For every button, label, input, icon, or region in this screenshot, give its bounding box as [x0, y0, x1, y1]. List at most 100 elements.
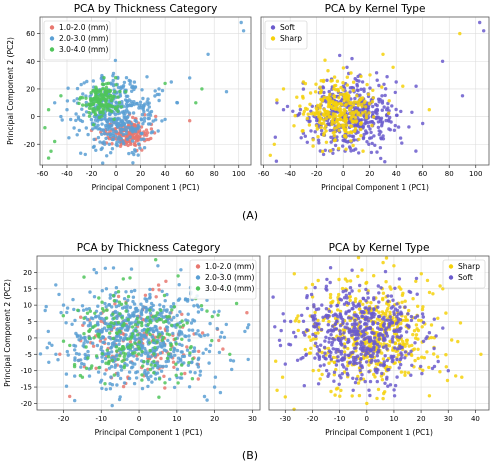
scatter-point	[102, 76, 106, 80]
scatter-point	[382, 336, 387, 340]
scatter-point	[341, 125, 345, 129]
scatter-point	[421, 339, 426, 343]
scatter-point	[320, 350, 324, 355]
legend-box	[442, 259, 486, 289]
scatter-point	[135, 102, 139, 106]
scatter-point	[187, 334, 191, 338]
scatter-point	[404, 330, 409, 334]
scatter-point	[46, 156, 51, 160]
scatter-point	[383, 160, 387, 164]
scatter-point	[366, 124, 371, 128]
scatter-point	[125, 105, 129, 109]
scatter-point	[340, 336, 344, 341]
scatter-point	[375, 107, 379, 112]
scatter-point	[61, 314, 65, 318]
scatter-point	[358, 361, 362, 365]
scatter-point	[110, 305, 114, 309]
scatter-point	[411, 297, 415, 301]
scatter-point	[66, 86, 70, 90]
scatter-point	[99, 311, 103, 316]
scatter-point	[303, 106, 308, 111]
scatter-point	[110, 341, 115, 346]
scatter-point	[73, 374, 77, 378]
scatter-point	[403, 315, 408, 319]
scatter-point	[302, 384, 306, 388]
scatter-point	[176, 274, 180, 278]
scatter-point	[105, 132, 110, 136]
scatter-point	[100, 289, 105, 293]
scatter-point	[104, 136, 108, 141]
scatter-point	[160, 314, 164, 318]
scatter-point	[98, 89, 103, 93]
scatter-point	[310, 104, 314, 109]
scatter-point	[332, 134, 337, 138]
x-tick-label: 20	[210, 415, 219, 423]
legend-label: 1.0-2.0 (mm)	[205, 262, 254, 271]
scatter-point	[110, 109, 114, 114]
scatter-point	[396, 353, 401, 357]
scatter-point	[124, 94, 129, 99]
scatter-point	[135, 134, 139, 138]
scatter-point	[345, 65, 349, 70]
scatter-point	[108, 387, 113, 391]
scatter-point	[204, 347, 208, 351]
scatter-point	[340, 372, 344, 376]
x-tick-label: 30	[444, 415, 453, 423]
scatter-point	[81, 308, 86, 312]
scatter-point	[169, 342, 173, 346]
scatter-point	[147, 116, 151, 121]
scatter-point	[170, 308, 174, 312]
scatter-point	[319, 343, 323, 347]
scatter-point	[458, 321, 463, 325]
scatter-point	[380, 94, 384, 98]
scatter-point	[378, 318, 382, 322]
scatter-point	[121, 384, 126, 389]
scatter-point	[118, 312, 122, 316]
scatter-point	[144, 306, 148, 310]
scatter-point	[308, 102, 312, 107]
scatter-point	[329, 301, 333, 305]
x-tick-label: 80	[210, 170, 219, 178]
scatter-point	[116, 320, 121, 325]
scatter-point	[359, 340, 363, 344]
scatter-point	[332, 379, 336, 383]
scatter-point	[410, 110, 414, 115]
scatter-point	[381, 260, 385, 265]
legend-marker	[49, 36, 55, 41]
scatter-point	[164, 279, 168, 283]
scatter-point	[114, 83, 118, 87]
scatter-point	[124, 309, 128, 313]
scatter-point	[180, 337, 184, 341]
scatter-point	[245, 326, 250, 330]
scatter-point	[123, 318, 127, 323]
scatter-point	[183, 371, 187, 376]
scatter-point	[427, 331, 432, 335]
scatter-point	[188, 119, 192, 123]
scatter-point	[338, 92, 343, 97]
scatter-point	[355, 377, 359, 381]
scatter-point	[74, 112, 78, 116]
scatter-point	[109, 151, 113, 155]
legend-box	[189, 259, 257, 300]
scatter-point	[207, 361, 211, 365]
scatter-point	[108, 296, 112, 300]
scatter-point	[127, 370, 132, 374]
scatter-point	[82, 275, 86, 279]
scatter-point	[127, 376, 132, 381]
scatter-point	[327, 340, 331, 344]
scatter-point	[311, 138, 315, 142]
scatter-point	[410, 343, 414, 348]
scatter-point	[141, 364, 145, 368]
scatter-point	[114, 101, 119, 105]
scatter-point	[168, 377, 172, 381]
scatter-point	[86, 324, 91, 328]
scatter-point	[152, 359, 156, 364]
scatter-point	[317, 347, 321, 352]
scatter-point	[337, 128, 341, 132]
scatter-point	[208, 321, 212, 326]
scatter-point	[46, 108, 51, 112]
scatter-point	[171, 302, 176, 306]
scatter-point	[394, 107, 398, 112]
scatter-point	[367, 337, 371, 341]
scatter-point	[73, 348, 77, 352]
